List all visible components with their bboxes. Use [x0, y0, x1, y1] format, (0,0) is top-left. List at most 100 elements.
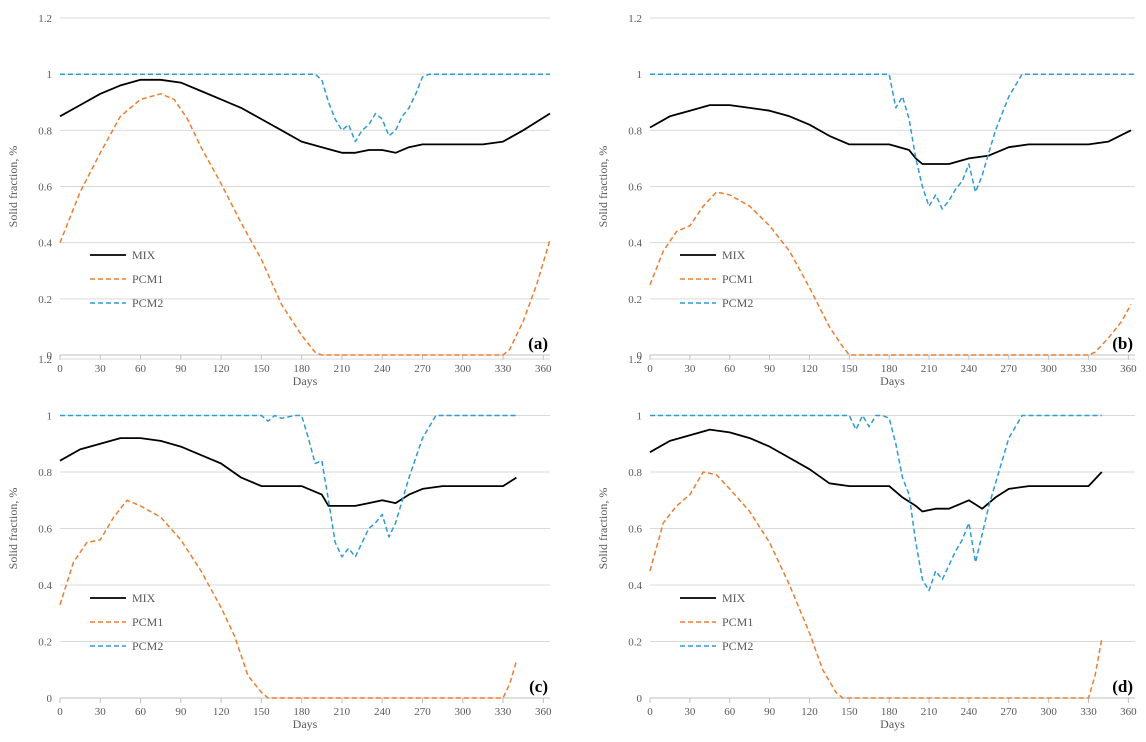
- y-tick-label: 1.2: [38, 354, 52, 366]
- y-axis-label: Solid fraction, %: [6, 146, 20, 228]
- x-tick-label: 210: [334, 706, 351, 718]
- y-tick-label: 0.8: [38, 467, 52, 479]
- y-tick-label: 0.4: [628, 580, 642, 592]
- chart-panel-4: 0 0.2 0.4 0.6 0.8 1 1.2 0 30 60 90 120 150 180 210 240 2…: [596, 354, 1137, 731]
- x-tick-label: 180: [293, 706, 310, 718]
- x-tick-label: 0: [57, 363, 63, 375]
- series-line-pcm1: [649, 191, 1132, 356]
- x-tick-label: 150: [841, 363, 858, 375]
- series-line-pcm2: [60, 414, 517, 558]
- legend-label-pcm2: PCM2: [722, 639, 753, 653]
- x-tick-label: 240: [961, 706, 978, 718]
- y-tick-label: 0.6: [628, 524, 642, 536]
- panel-label: (c): [529, 677, 548, 696]
- legend-label-mix: MIX: [722, 591, 746, 605]
- legend-label-pcm2: PCM2: [722, 296, 753, 310]
- legend-label-pcm2: PCM2: [132, 296, 163, 310]
- panel-label: (b): [1112, 334, 1133, 353]
- y-tick-label: 0.2: [38, 637, 52, 649]
- x-tick-label: 60: [135, 363, 147, 375]
- y-axis-label: Solid fraction, %: [6, 488, 20, 570]
- x-tick-label: 120: [801, 706, 818, 718]
- legend-label-mix: MIX: [132, 248, 156, 262]
- x-tick-label: 270: [414, 363, 431, 375]
- legend-label-pcm1: PCM1: [132, 615, 163, 629]
- legend-label-pcm1: PCM1: [722, 272, 753, 286]
- y-tick-label: 0: [637, 350, 643, 362]
- x-tick-label: 60: [135, 706, 147, 718]
- chart-panel-3: 0 0.2 0.4 0.6 0.8 1 1.2 0 30 60 90 120 150 180 210 240 2…: [6, 354, 552, 731]
- y-tick-label: 1.2: [628, 354, 642, 366]
- x-tick-label: 300: [454, 706, 471, 718]
- panel-label: (a): [528, 334, 548, 353]
- legend-label-pcm1: PCM1: [132, 272, 163, 286]
- x-tick-label: 210: [334, 363, 351, 375]
- y-tick-label: 0: [47, 693, 53, 705]
- x-axis-label: Days: [880, 717, 905, 731]
- legend-label-pcm2: PCM2: [132, 639, 163, 653]
- x-tick-label: 240: [961, 363, 978, 375]
- y-tick-label: 0.4: [38, 238, 52, 250]
- x-tick-label: 300: [1040, 363, 1057, 375]
- x-tick-label: 270: [414, 706, 431, 718]
- x-tick-label: 330: [1080, 363, 1097, 375]
- x-tick-label: 360: [1120, 706, 1137, 718]
- y-tick-label: 1.2: [628, 13, 642, 25]
- y-tick-label: 1.2: [38, 13, 52, 25]
- x-tick-label: 30: [684, 363, 696, 375]
- x-tick-label: 360: [535, 706, 552, 718]
- x-tick-label: 30: [684, 706, 696, 718]
- y-tick-label: 0.2: [628, 294, 642, 306]
- x-tick-label: 150: [253, 363, 270, 375]
- x-tick-label: 150: [841, 706, 858, 718]
- x-tick-label: 0: [647, 706, 653, 718]
- series-line-pcm1: [59, 93, 551, 356]
- x-tick-label: 330: [495, 706, 512, 718]
- series-line-mix: [649, 428, 1103, 513]
- x-tick-label: 60: [724, 706, 736, 718]
- y-tick-label: 0: [47, 350, 53, 362]
- x-tick-label: 180: [293, 363, 310, 375]
- x-tick-label: 0: [647, 363, 653, 375]
- x-tick-label: 90: [764, 706, 776, 718]
- x-tick-label: 210: [921, 363, 938, 375]
- x-tick-label: 300: [1040, 706, 1057, 718]
- x-tick-label: 120: [801, 363, 818, 375]
- x-tick-label: 240: [374, 706, 391, 718]
- series-line-pcm2: [650, 73, 1135, 210]
- x-tick-label: 90: [764, 363, 776, 375]
- y-tick-label: 1: [47, 69, 53, 81]
- x-axis-label: Days: [293, 717, 318, 731]
- x-tick-label: 0: [57, 706, 63, 718]
- y-tick-label: 0.6: [38, 524, 52, 536]
- y-axis-label: Solid fraction, %: [596, 488, 610, 570]
- x-tick-label: 60: [724, 363, 736, 375]
- legend-label-mix: MIX: [722, 248, 746, 262]
- y-tick-label: 0.8: [38, 125, 52, 137]
- series-line-pcm2: [650, 414, 1102, 592]
- y-tick-label: 1: [637, 411, 643, 423]
- y-tick-label: 0.2: [628, 637, 642, 649]
- x-tick-label: 180: [881, 706, 898, 718]
- chart-panel-2: 00.20.40.60.811.20 30 60 90 120 150 180 210 240 2…: [596, 13, 1137, 388]
- x-tick-label: 210: [921, 706, 938, 718]
- y-tick-label: 1: [637, 69, 643, 81]
- x-tick-label: 240: [374, 363, 391, 375]
- series-line-mix: [59, 437, 517, 507]
- x-tick-label: 270: [1001, 706, 1018, 718]
- y-tick-label: 0.4: [628, 238, 642, 250]
- x-tick-label: 120: [213, 706, 230, 718]
- panel-label: (d): [1112, 677, 1133, 696]
- series-line-pcm2: [60, 73, 550, 143]
- y-tick-label: 0.4: [38, 580, 52, 592]
- y-tick-label: 0.2: [38, 294, 52, 306]
- x-tick-label: 360: [535, 363, 552, 375]
- legend-label-pcm1: PCM1: [722, 615, 753, 629]
- y-tick-label: 1: [47, 411, 53, 423]
- y-tick-label: 0.8: [628, 467, 642, 479]
- series-line-mix: [59, 78, 551, 154]
- x-tick-label: 30: [95, 363, 107, 375]
- series-line-pcm1: [649, 471, 1103, 699]
- x-tick-label: 330: [495, 363, 512, 375]
- x-tick-label: 30: [95, 706, 107, 718]
